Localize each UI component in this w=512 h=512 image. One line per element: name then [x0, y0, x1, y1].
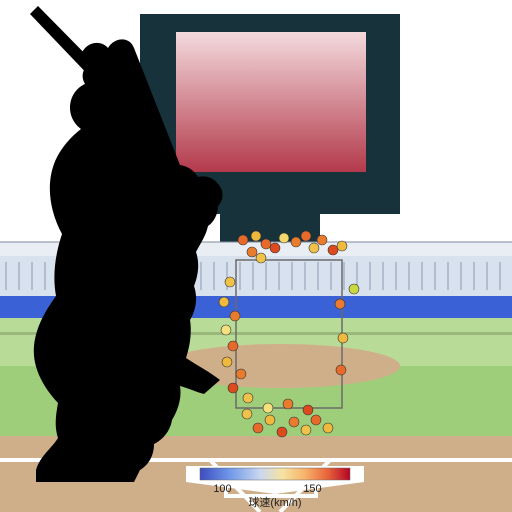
pitch-point: [221, 325, 231, 335]
pitch-point: [253, 423, 263, 433]
chart-svg: 100 150球速(km/h): [0, 0, 512, 512]
pitch-point: [277, 427, 287, 437]
pitch-point: [243, 393, 253, 403]
pitch-point: [349, 284, 359, 294]
pitch-point: [222, 357, 232, 367]
pitch-point: [228, 341, 238, 351]
pitch-point: [335, 299, 345, 309]
pitch-point: [236, 369, 246, 379]
pitch-point: [219, 297, 229, 307]
pitch-point: [251, 231, 261, 241]
pitch-point: [309, 243, 319, 253]
pitch-point: [256, 253, 266, 263]
pitch-point: [279, 233, 289, 243]
pitch-point: [270, 243, 280, 253]
pitch-point: [317, 235, 327, 245]
pitch-point: [228, 383, 238, 393]
pitch-point: [338, 333, 348, 343]
pitch-chart-stage: 100 150球速(km/h): [0, 0, 512, 512]
pitch-point: [225, 277, 235, 287]
pitch-point: [291, 237, 301, 247]
pitch-point: [323, 423, 333, 433]
pitch-point: [261, 239, 271, 249]
legend-label: 球速(km/h): [248, 495, 301, 509]
pitch-point: [328, 245, 338, 255]
pitch-point: [289, 417, 299, 427]
pitch-point: [242, 409, 252, 419]
pitch-point: [301, 231, 311, 241]
legend-tick: 100: [213, 483, 231, 495]
pitch-point: [238, 235, 248, 245]
pitch-point: [301, 425, 311, 435]
pitch-point: [337, 241, 347, 251]
pitch-point: [230, 311, 240, 321]
pitch-point: [247, 247, 257, 257]
legend-tick: 150: [303, 483, 321, 495]
pitch-point: [303, 405, 313, 415]
pitch-point: [311, 415, 321, 425]
scoreboard-screen: [176, 32, 366, 172]
pitch-point: [336, 365, 346, 375]
pitch-point: [263, 403, 273, 413]
legend-gradient: [200, 468, 350, 480]
pitch-point: [283, 399, 293, 409]
pitch-point: [265, 415, 275, 425]
